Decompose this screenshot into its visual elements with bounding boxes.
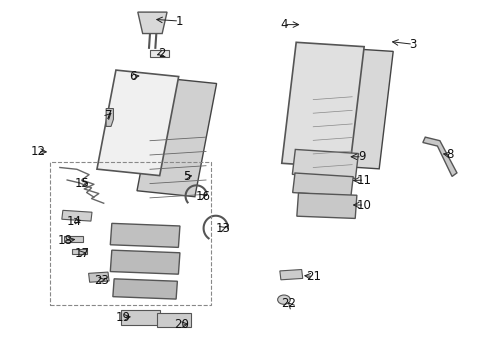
Polygon shape (297, 193, 357, 219)
Polygon shape (293, 173, 353, 196)
Polygon shape (113, 279, 177, 299)
Text: 6: 6 (129, 70, 137, 83)
Text: 14: 14 (67, 215, 82, 228)
Text: 22: 22 (281, 297, 296, 310)
Text: 18: 18 (57, 234, 72, 247)
Polygon shape (331, 48, 393, 169)
Polygon shape (157, 313, 192, 327)
Text: 20: 20 (174, 318, 189, 331)
Text: 7: 7 (105, 109, 112, 122)
Polygon shape (106, 109, 114, 126)
Polygon shape (62, 210, 92, 221)
Polygon shape (110, 223, 180, 247)
Text: 23: 23 (94, 274, 109, 287)
Text: 4: 4 (280, 18, 288, 31)
Text: 9: 9 (358, 150, 366, 163)
Polygon shape (282, 42, 364, 168)
Polygon shape (97, 70, 179, 176)
Text: 10: 10 (357, 198, 372, 212)
Text: 2: 2 (158, 47, 166, 60)
Polygon shape (110, 250, 180, 274)
Bar (150, 50, 170, 57)
Text: 19: 19 (116, 311, 131, 324)
Polygon shape (280, 270, 303, 280)
Polygon shape (138, 12, 167, 33)
Polygon shape (72, 249, 87, 254)
Polygon shape (137, 77, 217, 197)
Text: 12: 12 (30, 145, 46, 158)
Circle shape (278, 295, 290, 304)
Text: 21: 21 (306, 270, 321, 283)
Text: 17: 17 (74, 247, 89, 260)
Text: 11: 11 (357, 174, 372, 186)
Text: 15: 15 (74, 177, 89, 190)
Polygon shape (293, 149, 358, 179)
Text: 8: 8 (446, 148, 453, 162)
Polygon shape (64, 236, 83, 242)
Text: 13: 13 (216, 222, 230, 235)
Text: 3: 3 (410, 38, 417, 51)
Polygon shape (121, 310, 160, 325)
Text: 1: 1 (175, 14, 183, 27)
Polygon shape (423, 137, 457, 176)
Text: 16: 16 (196, 190, 211, 203)
Polygon shape (89, 272, 109, 282)
Text: 5: 5 (183, 170, 190, 183)
